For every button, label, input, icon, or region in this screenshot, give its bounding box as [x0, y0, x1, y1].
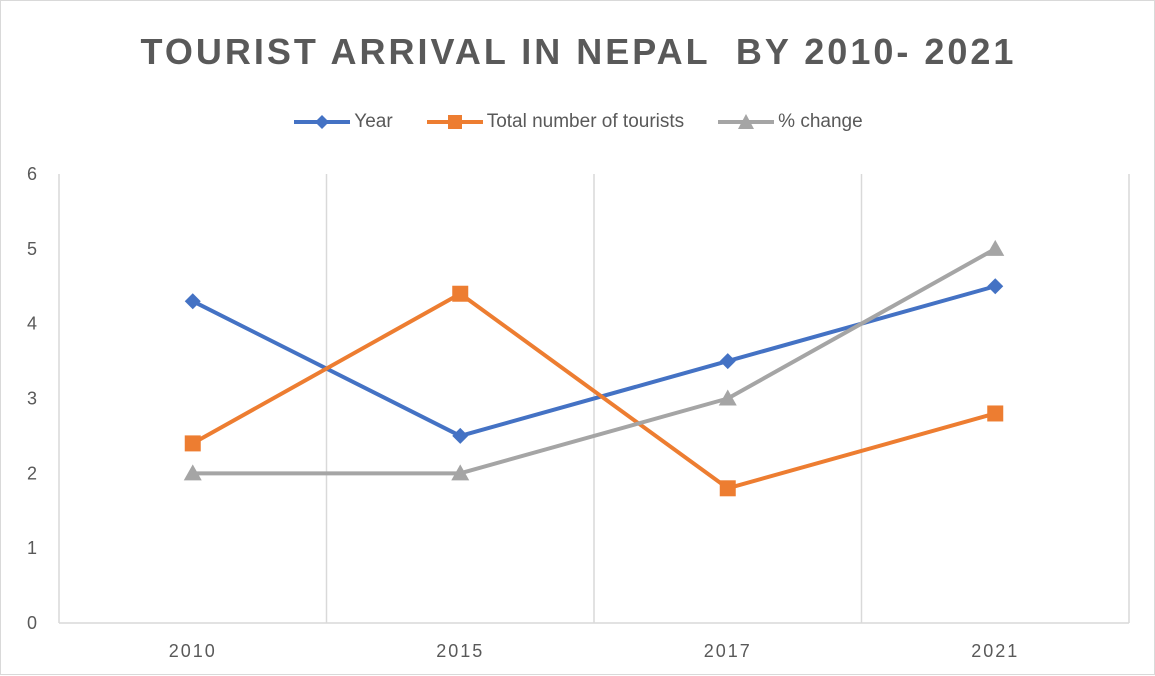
data-point-square	[452, 285, 469, 302]
series-1	[184, 285, 1004, 497]
y-tick-label: 1	[27, 538, 37, 558]
legend-swatch-total-tourists	[426, 115, 483, 129]
y-tick-label: 0	[27, 613, 37, 633]
y-tick-label: 4	[27, 314, 37, 334]
y-tick-label: 3	[27, 389, 37, 409]
data-point-square	[184, 435, 201, 452]
data-point-square	[719, 480, 736, 497]
y-tick-label: 2	[27, 463, 37, 483]
series-line	[191, 291, 996, 491]
series-line	[192, 247, 997, 476]
x-tick-label: 2010	[169, 641, 217, 661]
data-point-triangle	[986, 239, 1005, 256]
chart-title: TOURIST ARRIVAL IN NEPAL BY 2010- 2021	[140, 31, 1017, 72]
axes	[58, 174, 1129, 624]
legend-label-year: Year	[354, 111, 393, 132]
data-point-triangle	[183, 464, 202, 481]
legend-entry-year: Year	[294, 111, 393, 133]
data-point-triangle	[718, 389, 737, 406]
data-point-diamond	[184, 293, 201, 310]
x-tick-label: 2021	[971, 641, 1019, 661]
legend-entry-percent-change: % change	[718, 111, 863, 133]
x-tick-label: 2017	[704, 641, 752, 661]
legend-swatch-percent-change	[718, 114, 775, 129]
legend-swatch-year	[294, 115, 351, 129]
series-2	[183, 239, 1005, 481]
legend-entry-total-tourists: Total number of tourists	[426, 111, 685, 133]
legend-label-total-tourists: Total number of tourists	[486, 111, 685, 132]
tick-labels: 0 1 2 3 4 5 6 2010 2015 2017 2021	[27, 164, 1019, 661]
y-tick-label: 6	[27, 164, 37, 184]
series	[183, 239, 1005, 497]
y-tick-label: 5	[27, 239, 37, 259]
legend: Year Total number of tourists % change	[1, 111, 1155, 133]
legend-label-percent-change: % change	[778, 111, 863, 132]
data-point-diamond	[452, 427, 469, 444]
x-tick-label: 2015	[436, 641, 484, 661]
data-point-diamond	[987, 278, 1004, 295]
data-point-triangle	[451, 464, 470, 481]
data-point-diamond	[719, 353, 736, 370]
data-point-square	[987, 405, 1004, 422]
